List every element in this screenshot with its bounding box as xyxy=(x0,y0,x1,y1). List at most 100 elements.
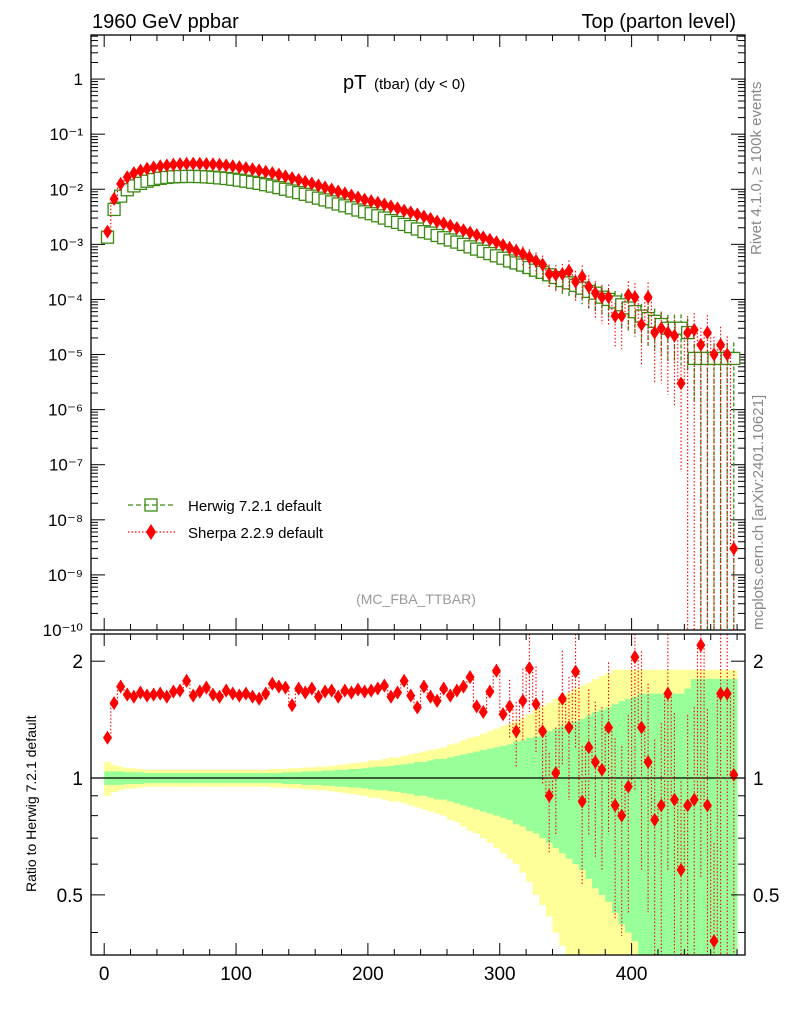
sherpa-point xyxy=(590,286,600,301)
sherpa-point xyxy=(221,158,231,173)
sherpa-ratio-point xyxy=(485,684,495,699)
sherpa-point xyxy=(689,322,699,337)
sherpa-ratio-point xyxy=(195,684,205,699)
sherpa-point xyxy=(564,263,574,278)
legend: Herwig 7.2.1 default Sherpa 2.2.9 defaul… xyxy=(128,498,324,542)
sherpa-point xyxy=(294,172,304,187)
ratio-band-green xyxy=(473,751,481,810)
legend-sherpa: Sherpa 2.2.9 default xyxy=(128,524,324,542)
sherpa-ratio-point xyxy=(234,688,244,703)
legend-sherpa-marker xyxy=(146,524,156,540)
sherpa-ratio-point xyxy=(498,707,508,722)
sherpa-ratio-point xyxy=(584,740,594,755)
sherpa-ratio-point xyxy=(643,754,653,769)
sherpa-point xyxy=(557,266,567,281)
sherpa-point xyxy=(287,171,297,186)
sherpa-ratio-point xyxy=(267,676,277,691)
sherpa-point xyxy=(353,190,363,205)
sherpa-point xyxy=(162,158,172,173)
sherpa-ratio-point xyxy=(366,683,376,698)
ratio-xtick-label: 0 xyxy=(99,964,110,985)
ratio-panel: 0.5 0.5 1 1 2 2 0 100 200 300 400 xyxy=(57,633,779,985)
sherpa-point xyxy=(498,238,508,253)
sherpa-ratio-point xyxy=(188,688,198,703)
ratio-band-green xyxy=(684,688,692,955)
sherpa-ratio-point xyxy=(182,673,192,688)
sherpa-ratio-point xyxy=(300,685,310,700)
sherpa-ratio-point xyxy=(102,730,112,745)
sherpa-point xyxy=(577,269,587,284)
sherpa-point xyxy=(208,157,218,172)
ratio-band-green xyxy=(506,744,514,820)
sherpa-ratio-point xyxy=(149,687,159,702)
sherpa-point xyxy=(300,174,310,189)
sherpa-ratio-point xyxy=(458,679,468,694)
sherpa-ratio-point xyxy=(676,862,686,877)
sherpa-ratio-point xyxy=(135,685,145,700)
sherpa-ratio-point xyxy=(122,687,132,702)
sherpa-point xyxy=(452,221,462,236)
ratio-band-green xyxy=(519,740,527,827)
sherpa-point xyxy=(604,290,614,305)
sherpa-point xyxy=(373,195,383,210)
sherpa-point xyxy=(406,205,416,220)
ratio-frame xyxy=(90,633,746,956)
ratio-band-green xyxy=(572,721,580,865)
plot-title-sub: (tbar) (dy < 0) xyxy=(374,76,465,93)
sherpa-point xyxy=(426,211,436,226)
sherpa-point xyxy=(729,541,739,556)
ratio-band-green xyxy=(447,757,455,802)
sherpa-ratio-point xyxy=(557,691,567,706)
analysis-label: (MC_FBA_TTBAR) xyxy=(356,591,476,607)
ratio-xtick-label: 200 xyxy=(352,964,384,985)
sherpa-series xyxy=(102,156,739,630)
ratio-ytick-label-left: 1 xyxy=(72,769,83,790)
sherpa-ratio-point xyxy=(426,689,436,704)
main-frame xyxy=(90,34,746,631)
sherpa-point xyxy=(393,201,403,216)
ratio-band-green xyxy=(532,736,540,834)
sherpa-ratio-point xyxy=(287,698,297,713)
sherpa-ratio-point xyxy=(142,688,152,703)
sherpa-point xyxy=(551,267,561,282)
ratio-band-green xyxy=(414,761,422,796)
sherpa-ratio-point xyxy=(597,762,607,777)
sherpa-point xyxy=(683,325,693,340)
sherpa-point xyxy=(571,274,581,289)
sherpa-point xyxy=(617,309,627,324)
sherpa-point xyxy=(360,192,370,207)
sherpa-ratio-point xyxy=(544,788,554,803)
sherpa-point xyxy=(149,160,159,175)
sherpa-ratio-point xyxy=(472,699,482,714)
sherpa-ratio-point xyxy=(129,689,139,704)
sherpa-ratio-point xyxy=(531,697,541,712)
sherpa-ratio-point xyxy=(201,680,211,695)
ratio-band-green xyxy=(657,693,665,955)
sherpa-point xyxy=(432,214,442,229)
sherpa-ratio-point xyxy=(709,934,719,949)
main-ytick-label: 10⁻³ xyxy=(49,235,83,254)
sherpa-point xyxy=(630,290,640,305)
sherpa-point xyxy=(696,337,706,352)
sherpa-point xyxy=(188,156,198,171)
main-panel: 1 10⁻¹ 10⁻² 10⁻³ 10⁻⁴ 10⁻⁵ 10⁻⁶ 10⁻⁷ 10⁻⁸ 10⁻⁹ 10⁻… xyxy=(43,34,746,640)
main-ytick-label: 10⁻² xyxy=(49,180,83,199)
ratio-xtick-label: 400 xyxy=(616,964,648,985)
sherpa-ratio-point xyxy=(248,689,258,704)
ratio-xtick-label: 100 xyxy=(220,964,252,985)
ratio-band-green xyxy=(526,737,534,832)
sherpa-point xyxy=(274,167,284,182)
ratio-band-green xyxy=(499,745,507,818)
sherpa-ratio-point xyxy=(511,724,521,739)
sherpa-ratio-point xyxy=(432,693,442,708)
sherpa-point xyxy=(702,325,712,340)
sherpa-ratio-point xyxy=(241,686,251,701)
sherpa-point xyxy=(491,235,501,250)
rivet-label: Rivet 4.1.0, ≥ 100k events xyxy=(748,82,765,255)
sherpa-ratio-point xyxy=(221,683,231,698)
ratio-ytick-label-left: 0.5 xyxy=(57,886,83,907)
sherpa-point xyxy=(307,176,317,191)
ratio-band-green xyxy=(486,748,494,814)
sherpa-ratio-point xyxy=(689,792,699,807)
sherpa-ratio-point xyxy=(307,681,317,696)
